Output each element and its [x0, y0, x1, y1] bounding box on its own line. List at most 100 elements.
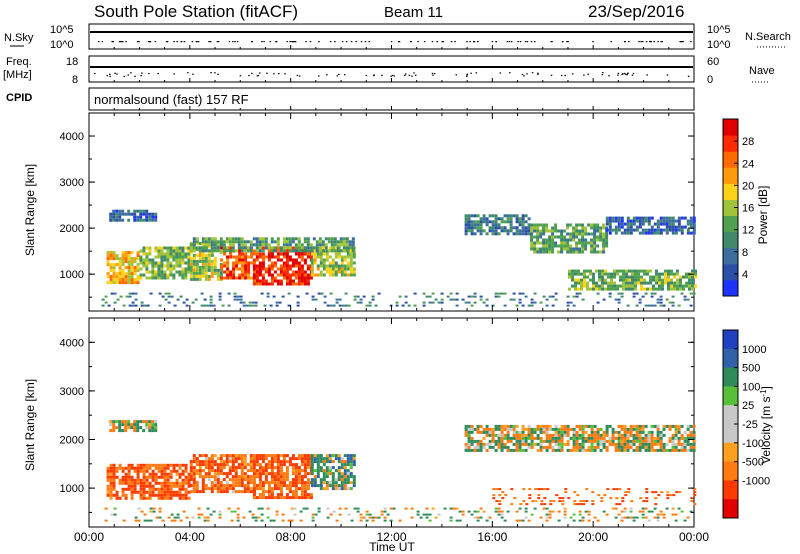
echo-cell: [494, 448, 498, 452]
echo-cell: [614, 507, 618, 510]
echo-cell: [571, 272, 574, 276]
echo-cell: [650, 430, 654, 434]
echo-cell: [261, 258, 265, 262]
echo-cell: [207, 249, 211, 253]
echo-cell: [201, 490, 205, 494]
echo-cell: [686, 424, 690, 428]
echo-cell: [264, 475, 268, 479]
echo-cell: [617, 225, 621, 229]
nave-dot: [123, 75, 126, 78]
echo-cell: [234, 481, 238, 485]
echo-cell: [178, 475, 182, 479]
echo-cell: [115, 496, 119, 500]
echo-cell: [203, 304, 207, 307]
echo-cell: [109, 490, 113, 494]
echo-cell: [151, 493, 155, 497]
echo-cell: [303, 475, 307, 479]
echo-cell: [148, 426, 152, 430]
echo-cell: [310, 481, 314, 485]
echo-cell: [515, 220, 519, 224]
echo-cell: [142, 484, 146, 488]
echo-cell: [530, 442, 534, 446]
nave-dot: [466, 75, 468, 77]
echo-cell: [673, 287, 676, 291]
echo-cell: [306, 243, 310, 247]
echo-cell: [677, 222, 681, 226]
echo-cell: [623, 436, 627, 440]
echo-cell: [195, 457, 199, 461]
echo-cell: [346, 252, 350, 256]
echo-cell: [204, 454, 208, 458]
echo-cell: [557, 510, 561, 513]
echo-cell: [497, 217, 501, 221]
echo-cell: [163, 484, 167, 488]
echo-cell: [563, 430, 567, 434]
nave-dot: [666, 74, 669, 76]
echo-cell: [349, 481, 353, 485]
echo-cell: [346, 267, 350, 271]
echo-cell: [616, 272, 619, 276]
echo-cell: [238, 252, 242, 256]
nave-dot: [631, 74, 634, 76]
echo-cell: [285, 273, 289, 277]
echo-cell: [625, 284, 628, 288]
echo-cell: [232, 261, 236, 265]
echo-cell: [291, 484, 295, 488]
echo-cell: [575, 247, 579, 251]
echo-cell: [675, 491, 679, 494]
echo-cell: [121, 275, 125, 279]
echo-cell: [210, 454, 214, 458]
echo-cell: [659, 439, 663, 443]
echo-cell: [160, 267, 164, 271]
echo-cell: [151, 429, 155, 433]
echo-cell: [334, 469, 338, 473]
echo-cell: [536, 235, 540, 239]
echo-cell: [243, 466, 247, 470]
echo-cell: [142, 420, 146, 424]
echo-cell: [279, 460, 283, 464]
echo-cell: [213, 249, 217, 253]
echo-cell: [237, 457, 241, 461]
echo-cell: [625, 272, 628, 276]
echo-cell: [127, 484, 131, 488]
echo-cell: [276, 460, 280, 464]
echo-cell: [288, 487, 292, 491]
echo-cell: [620, 292, 624, 295]
echo-cell: [590, 424, 594, 428]
echo-cell: [331, 475, 335, 479]
echo-cell: [148, 466, 152, 470]
echo-cell: [198, 460, 202, 464]
echo-cell: [572, 238, 576, 242]
echo-cell: [145, 209, 149, 213]
echo-cell: [172, 466, 176, 470]
echo-cell: [557, 439, 561, 443]
echo-cell: [653, 442, 657, 446]
echo-cell: [473, 439, 477, 443]
echo-cell: [187, 264, 191, 268]
echo-cell: [644, 304, 648, 307]
echo-cell: [252, 487, 256, 491]
echo-cell: [512, 433, 516, 437]
echo-cell: [311, 513, 315, 516]
echo-cell: [644, 436, 648, 440]
echo-cell: [142, 472, 146, 476]
echo-cell: [212, 304, 216, 307]
echo-cell: [657, 494, 661, 497]
echo-cell: [255, 243, 259, 247]
echo-cell: [270, 496, 274, 500]
echo-cell: [593, 247, 597, 251]
echo-cell: [656, 301, 660, 304]
echo-cell: [655, 281, 658, 285]
echo-cell: [154, 472, 158, 476]
x-tick-label: 12:00: [376, 530, 406, 544]
echo-cell: [218, 516, 222, 519]
echo-cell: [632, 516, 636, 519]
echo-cell: [494, 214, 498, 218]
echo-cell: [207, 469, 211, 473]
echo-cell: [225, 487, 229, 491]
echo-cell: [297, 273, 301, 277]
echo-cell: [184, 466, 188, 470]
echo-cell: [181, 487, 185, 491]
echo-cell: [578, 442, 582, 446]
echo-cell: [228, 457, 232, 461]
